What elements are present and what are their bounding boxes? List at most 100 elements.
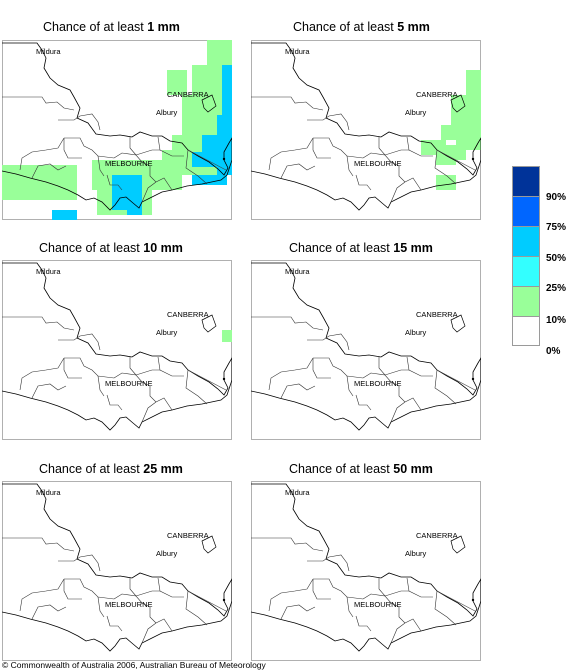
place-label-city: MELBOURNE [354, 379, 402, 388]
panel-title-5mm: Chance of at least 5 mm [293, 20, 430, 34]
place-label-capital: CANBERRA [167, 531, 209, 540]
map-svg: Mildura CANBERRA Albury MELBOURNE [2, 481, 232, 661]
district-boundary [97, 596, 105, 618]
district-boundary [307, 333, 350, 351]
district-boundary [384, 369, 409, 376]
town-marker [471, 598, 475, 602]
probability-cell [192, 175, 227, 185]
probability-cell [127, 195, 142, 215]
district-boundary [63, 358, 82, 379]
map-frame [251, 260, 481, 440]
place-label-city: MELBOURNE [354, 600, 402, 609]
district-boundary [113, 152, 157, 183]
district-boundary [185, 369, 208, 405]
district-boundary [64, 357, 115, 379]
district-boundary [406, 136, 433, 157]
district-boundary [355, 174, 372, 191]
act-boundary [201, 94, 217, 113]
district-boundary [312, 579, 331, 600]
place-label-north: Mildura [36, 488, 61, 497]
district-boundary [406, 356, 433, 377]
district-boundary [31, 604, 67, 620]
district-boundary [346, 375, 354, 397]
place-label-north: Mildura [36, 47, 61, 56]
district-boundary [346, 596, 354, 618]
district-boundary [312, 138, 331, 159]
panel-title-prefix: Chance of at least [289, 241, 390, 255]
place-label-capital: CANBERRA [167, 310, 209, 319]
map-svg: Mildura CANBERRA Albury MELBOURNE [2, 260, 232, 440]
district-boundary [187, 149, 227, 171]
district-boundary [97, 155, 105, 177]
district-boundary [355, 615, 372, 632]
place-label-city: MELBOURNE [105, 379, 153, 388]
place-label-town: Albury [405, 328, 427, 337]
panel-title-15mm: Chance of at least 15 mm [289, 241, 433, 255]
district-boundary [141, 397, 173, 423]
town-marker [222, 157, 226, 161]
district-boundary [268, 578, 314, 612]
copyright-notice: © Commonwealth of Australia 2006, Austra… [2, 660, 266, 670]
legend-swatch-0 [512, 316, 540, 346]
district-boundary [106, 394, 123, 411]
place-label-town: Albury [156, 108, 178, 117]
district-boundary [346, 155, 354, 177]
act-boundary [201, 314, 217, 333]
district-boundary [129, 357, 137, 376]
place-label-north: Mildura [285, 267, 310, 276]
legend-label-75: 75% [546, 222, 567, 233]
district-boundary [97, 375, 105, 397]
state-boundary [251, 262, 481, 431]
district-boundary [58, 333, 101, 351]
place-label-town: Albury [405, 108, 427, 117]
district-boundary [378, 578, 386, 597]
act-boundary [450, 314, 466, 333]
legend-label-25: 25% [546, 283, 567, 294]
district-boundary [129, 137, 137, 156]
map-svg: Mildura CANBERRA Albury MELBOURNE [251, 481, 481, 661]
district-boundary [187, 369, 227, 391]
district-boundary [64, 578, 115, 600]
place-label-town: Albury [405, 549, 427, 558]
state-boundary [251, 42, 481, 211]
district-boundary [390, 177, 422, 203]
district-boundary [434, 590, 457, 626]
district-boundary [135, 369, 160, 376]
map-svg: Mildura CANBERRA Albury MELBOURNE [2, 40, 232, 220]
town-marker [471, 157, 475, 161]
probability-cell [222, 65, 232, 145]
panel-title-1mm: Chance of at least 1 mm [43, 20, 180, 34]
district-boundary [129, 578, 137, 597]
district-boundary [434, 369, 457, 405]
district-boundary [187, 590, 227, 612]
district-boundary [113, 593, 157, 624]
district-boundary [268, 137, 314, 171]
map-panel-1mm: Mildura CANBERRA Albury MELBOURNE [2, 40, 232, 220]
place-label-capital: CANBERRA [416, 310, 458, 319]
district-boundary [135, 149, 160, 156]
district-boundary [313, 357, 364, 379]
district-boundary [307, 554, 350, 572]
place-label-city: MELBOURNE [105, 159, 153, 168]
panel-title-amount: 1 mm [147, 20, 180, 34]
district-boundary [135, 590, 160, 597]
district-boundary [406, 577, 433, 598]
town-marker [222, 377, 226, 381]
map-svg: Mildura CANBERRA Albury MELBOURNE [251, 260, 481, 440]
legend-label-0: 0% [546, 346, 561, 357]
district-boundary [378, 137, 386, 156]
district-boundary [313, 578, 364, 600]
district-boundary [2, 316, 75, 331]
legend-label-90: 90% [546, 192, 567, 203]
map-frame [2, 481, 232, 661]
district-boundary [2, 537, 75, 552]
place-label-capital: CANBERRA [167, 90, 209, 99]
map-panel-25mm: Mildura CANBERRA Albury MELBOURNE [2, 481, 232, 661]
map-panel-15mm: Mildura CANBERRA Albury MELBOURNE [251, 260, 481, 440]
district-boundary [362, 372, 406, 403]
panel-title-prefix: Chance of at least [293, 20, 394, 34]
probability-cell [441, 150, 466, 160]
district-boundary [251, 96, 324, 111]
district-boundary [157, 136, 184, 157]
place-label-town: Albury [156, 549, 178, 558]
